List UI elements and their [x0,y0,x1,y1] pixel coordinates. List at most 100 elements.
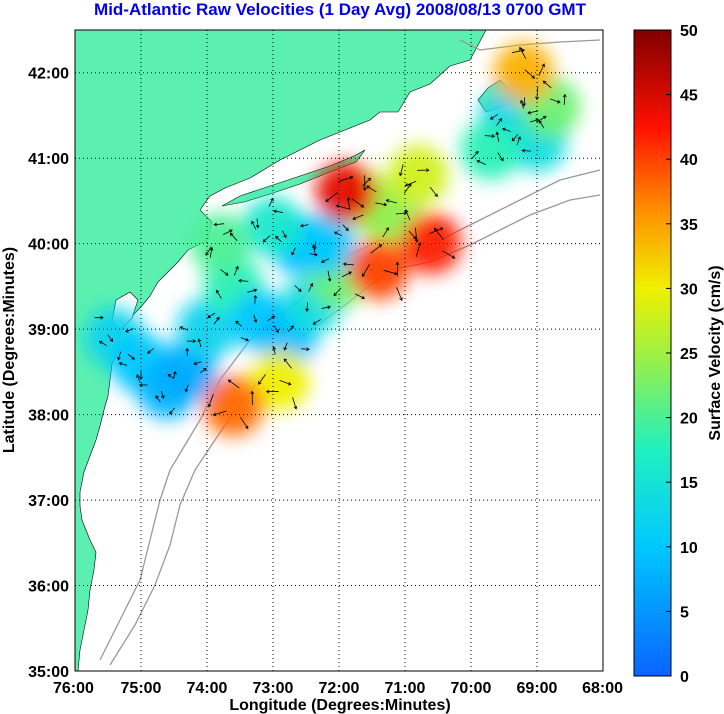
velocity-arrowhead [311,244,316,248]
velocity-arrowhead [212,412,217,417]
velocity-arrowhead [309,282,314,287]
velocity-arrow [327,270,331,282]
velocity-arrow [283,358,292,369]
long-island [221,149,366,207]
velocity-arrowhead [155,395,159,399]
velocity-arrow [308,283,313,292]
velocity-cell [190,213,251,274]
velocity-arrow [209,247,213,258]
colorbar-tick-label: 30 [680,281,698,298]
velocity-arrow [484,135,495,137]
velocity-arrow [180,326,189,331]
velocity-arrowhead [511,137,516,142]
velocity-arrow [262,235,271,243]
velocity-arrow [543,80,552,89]
velocity-arrow [362,178,371,187]
velocity-arrow [529,119,539,123]
velocity-arrow [341,271,352,278]
velocity-arrow [254,295,256,304]
velocity-arrowhead [361,295,366,300]
velocity-arrow [99,340,107,347]
velocity-arrowhead [125,329,129,333]
velocity-arrow [268,198,274,207]
velocity-arrowhead [535,118,540,123]
velocity-arrowhead [306,347,310,352]
velocity-arrowhead [213,222,218,227]
x-tick-label: 70:00 [451,680,492,697]
velocity-arrow [536,115,547,123]
velocity-arrowhead [255,224,260,229]
x-tick-label: 75:00 [121,680,162,697]
velocity-arrow [199,368,207,374]
velocity-arrow [294,285,302,292]
velocity-arrow [155,395,161,403]
x-axis: 76:00 75:00 74:00 73:00 72:00 71:00 70:00 69:00… [53,680,623,697]
velocity-arrow [399,164,404,176]
colorbar-tick-label: 10 [680,540,698,557]
velocity-arrowhead [283,346,288,351]
velocity-arrowhead [238,278,242,283]
velocity-arrowhead [404,183,409,187]
x-tick-label: 68:00 [582,680,623,697]
colorbar-label: Surface Velocity (cm/s) [707,265,724,440]
velocity-arrow [405,209,411,221]
colorbar-tick-label: 40 [680,152,698,169]
velocity-arrowhead [235,320,239,325]
velocity-arrow [496,118,502,126]
velocity-arrowhead [385,227,389,231]
velocity-arrow [240,416,249,429]
x-axis-label: Longitude (Degrees:Minutes) [229,697,450,714]
velocity-arrowhead [495,131,500,136]
velocity-arrow [273,325,279,333]
velocity-arrowhead [434,227,438,232]
velocity-arrowhead [273,209,277,214]
y-tick-label: 41:00 [28,151,69,168]
velocity-arrowhead [207,403,212,408]
velocity-arrowhead [179,326,184,330]
velocity-arrow [434,228,444,240]
velocity-arrowhead [216,316,220,321]
colorbar-tick-label: 45 [680,88,698,105]
velocity-arrow [471,151,479,159]
velocity-arrowhead [501,127,506,132]
velocity-arrowhead [320,259,325,263]
velocity-arrowhead [385,199,390,203]
velocity-arrowhead [399,297,403,302]
velocity-arrow [416,242,421,257]
velocity-arrow [256,218,259,228]
velocity-arrowhead [275,329,279,333]
velocity-arrow [370,244,382,254]
velocity-arrowhead [349,175,354,180]
velocity-arrowhead [253,294,258,299]
velocity-arrowhead [161,395,165,400]
velocity-arrow [312,319,321,325]
plot-area [75,30,603,671]
colorbar-tick-label: 15 [680,475,698,492]
x-tick-label: 71:00 [385,680,426,697]
velocity-arrow [253,314,257,323]
velocity-arrowhead [146,350,151,354]
velocity-arrow [267,316,275,321]
velocity-arrow [347,197,350,209]
y-tick-label: 39:00 [28,322,69,339]
velocity-arrow [429,187,438,197]
velocity-arrow [284,342,288,351]
velocity-arrow [519,47,527,59]
velocity-arrowhead [197,338,202,343]
velocity-arrowhead [360,204,365,208]
velocity-arrowhead [521,48,526,53]
velocity-arrowhead [253,288,258,293]
velocity-arrowhead [541,63,545,68]
velocity-arrowhead [413,235,417,240]
velocity-arrowhead [109,338,114,343]
velocity-arrow [193,361,202,365]
velocity-arrowhead [519,46,523,51]
velocity-arrowhead [265,389,270,394]
velocity-arrowhead [345,227,349,232]
colorbar-tick-label: 25 [680,346,698,363]
velocity-arrow [205,246,212,256]
velocity-arrowhead [283,358,288,362]
velocity-arrowhead [227,379,232,383]
velocity-arrowhead [417,242,422,246]
velocity-arrow [273,346,276,355]
